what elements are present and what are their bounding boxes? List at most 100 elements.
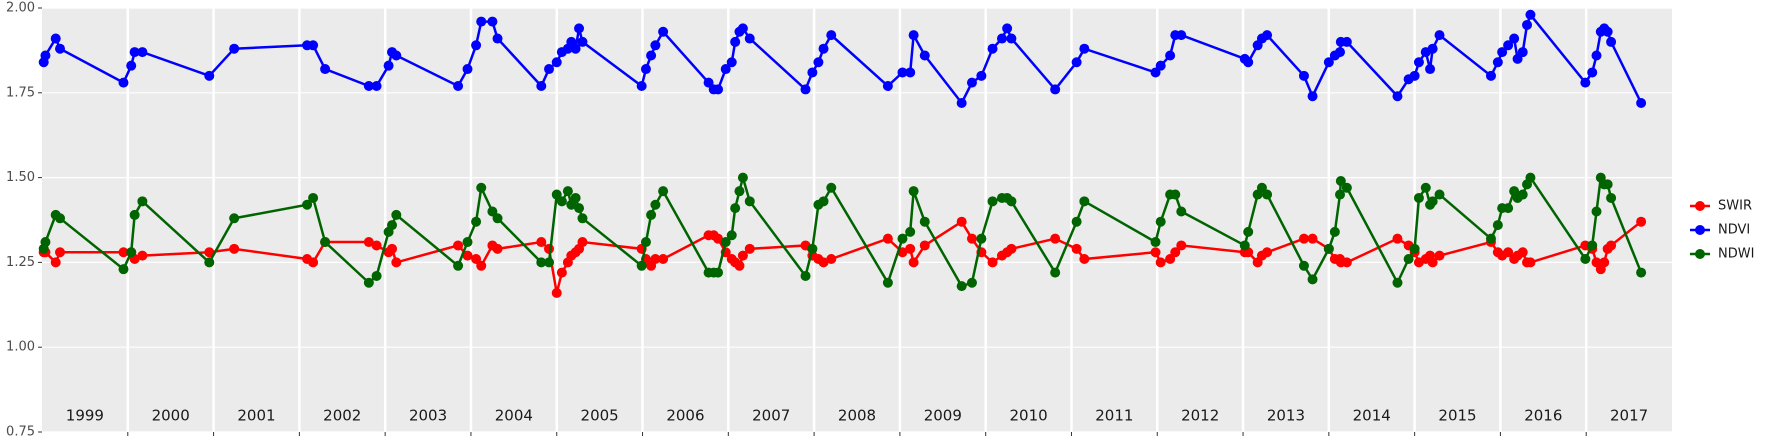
data-point (1509, 33, 1520, 44)
data-point (800, 270, 811, 281)
data-point (1427, 257, 1438, 268)
data-point (1485, 70, 1496, 81)
data-point (1165, 254, 1176, 265)
data-point (1307, 274, 1318, 285)
data-point (1587, 240, 1598, 251)
data-point (1503, 40, 1514, 51)
data-point (320, 237, 331, 248)
data-point (1298, 260, 1309, 271)
data-point (574, 203, 585, 214)
y-tick-label: 1.50 (6, 170, 35, 185)
data-point (826, 182, 837, 193)
data-point (640, 64, 651, 75)
data-point (1492, 57, 1503, 68)
x-tick-label: 2004 (495, 407, 533, 425)
data-point (744, 243, 755, 254)
data-point (1239, 240, 1250, 251)
data-point (987, 257, 998, 268)
data-point (646, 209, 657, 220)
data-point (737, 172, 748, 183)
data-point (229, 213, 240, 224)
data-point (40, 237, 51, 248)
data-point (577, 36, 588, 47)
data-point (1323, 243, 1334, 254)
data-point (1517, 247, 1528, 258)
data-point (1341, 182, 1352, 193)
data-point (636, 260, 647, 271)
data-point (1587, 67, 1598, 78)
data-point (882, 233, 893, 244)
data-point (1512, 53, 1523, 64)
data-point (1079, 196, 1090, 207)
data-point (204, 257, 215, 268)
data-point (1409, 70, 1420, 81)
data-point (391, 257, 402, 268)
data-point (302, 199, 313, 210)
data-point (1170, 189, 1181, 200)
data-point (1606, 36, 1617, 47)
data-point (387, 220, 398, 231)
data-point (956, 216, 967, 227)
data-point (1262, 247, 1273, 258)
data-point (551, 287, 562, 298)
data-point (492, 33, 503, 44)
data-point (229, 243, 240, 254)
data-point (1176, 206, 1187, 217)
data-point (1602, 26, 1613, 37)
data-point (308, 40, 319, 51)
data-point (744, 33, 755, 44)
data-point (371, 270, 382, 281)
data-point (818, 257, 829, 268)
data-point (551, 57, 562, 68)
data-point (574, 23, 585, 34)
data-point (737, 23, 748, 34)
data-point (308, 192, 319, 203)
x-tick-label: 2008 (838, 407, 876, 425)
data-point (897, 67, 908, 78)
data-point (720, 64, 731, 75)
x-tick-label: 2009 (924, 407, 962, 425)
data-point (50, 257, 61, 268)
data-point (536, 257, 547, 268)
x-tick-label: 2012 (1181, 407, 1219, 425)
data-point (1150, 247, 1161, 258)
data-point (1170, 247, 1181, 258)
data-point (471, 216, 482, 227)
data-point (1006, 243, 1017, 254)
data-point (453, 260, 464, 271)
y-tick-label: 1.25 (6, 255, 35, 270)
data-point (1636, 216, 1647, 227)
data-point (1525, 257, 1536, 268)
data-point (1599, 257, 1610, 268)
data-point (905, 67, 916, 78)
data-point (1392, 277, 1403, 288)
data-point (813, 57, 824, 68)
data-point (462, 250, 473, 261)
data-point (1256, 182, 1267, 193)
data-point (577, 213, 588, 224)
data-point (737, 250, 748, 261)
data-point (908, 257, 919, 268)
data-point (1580, 77, 1591, 88)
data-point (1298, 233, 1309, 244)
data-point (1050, 267, 1061, 278)
x-tick-label: 2001 (237, 407, 275, 425)
data-point (1155, 257, 1166, 268)
data-point (308, 257, 319, 268)
data-point (1334, 189, 1345, 200)
data-point (640, 237, 651, 248)
data-point (1413, 192, 1424, 203)
data-point (966, 277, 977, 288)
data-point (726, 230, 737, 241)
y-tick-label: 1.75 (6, 85, 35, 100)
x-tick-label: 2005 (581, 407, 619, 425)
data-point (1427, 196, 1438, 207)
data-point (363, 237, 374, 248)
data-point (905, 226, 916, 237)
data-point (1606, 240, 1617, 251)
data-point (570, 192, 581, 203)
data-point (391, 50, 402, 61)
y-tick-label: 2.00 (6, 1, 35, 16)
data-point (826, 254, 837, 265)
data-point (1392, 91, 1403, 102)
